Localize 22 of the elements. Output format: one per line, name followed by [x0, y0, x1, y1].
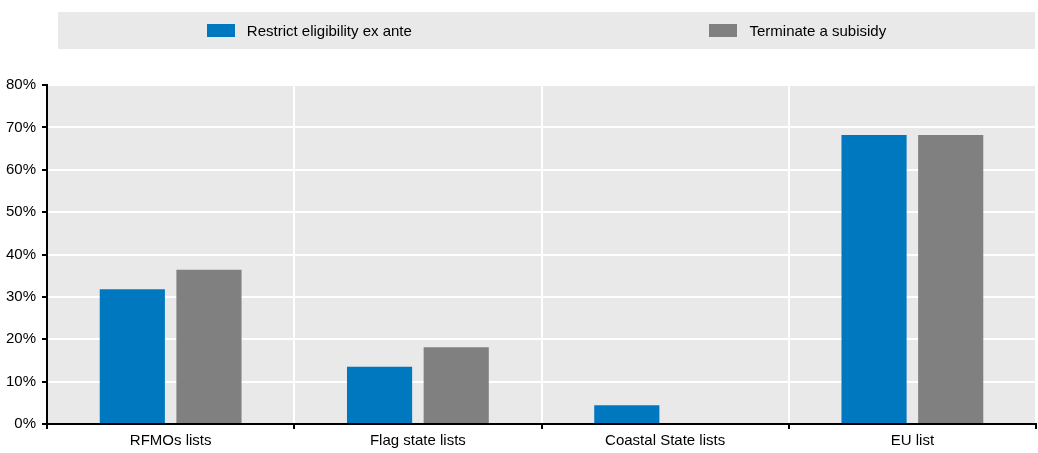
y-tick-label: 50% — [5, 202, 37, 220]
y-tick-label: 30% — [5, 287, 37, 305]
bar — [594, 405, 660, 423]
bar — [99, 289, 165, 423]
y-tick-label: 20% — [5, 329, 37, 347]
x-tick-label: EU list — [890, 431, 935, 449]
x-tick-label: Flag state lists — [369, 431, 466, 449]
legend-label: Restrict eligibility ex ante — [246, 22, 412, 39]
bar — [176, 269, 242, 423]
y-tick-label: 80% — [5, 75, 37, 93]
y-tick-label: 10% — [5, 371, 37, 389]
x-tick-label: RFMOs lists — [129, 431, 212, 449]
bar — [841, 135, 907, 423]
legend-label: Terminate a subisidy — [749, 22, 887, 39]
y-tick-label: 40% — [5, 244, 37, 262]
bar — [918, 135, 984, 423]
y-tick-label: 60% — [5, 159, 37, 177]
y-tick-label: 0% — [14, 414, 37, 432]
bar — [346, 366, 413, 423]
bar — [423, 347, 489, 423]
y-tick-label: 70% — [5, 117, 37, 135]
x-tick-label: Coastal State lists — [605, 431, 726, 449]
